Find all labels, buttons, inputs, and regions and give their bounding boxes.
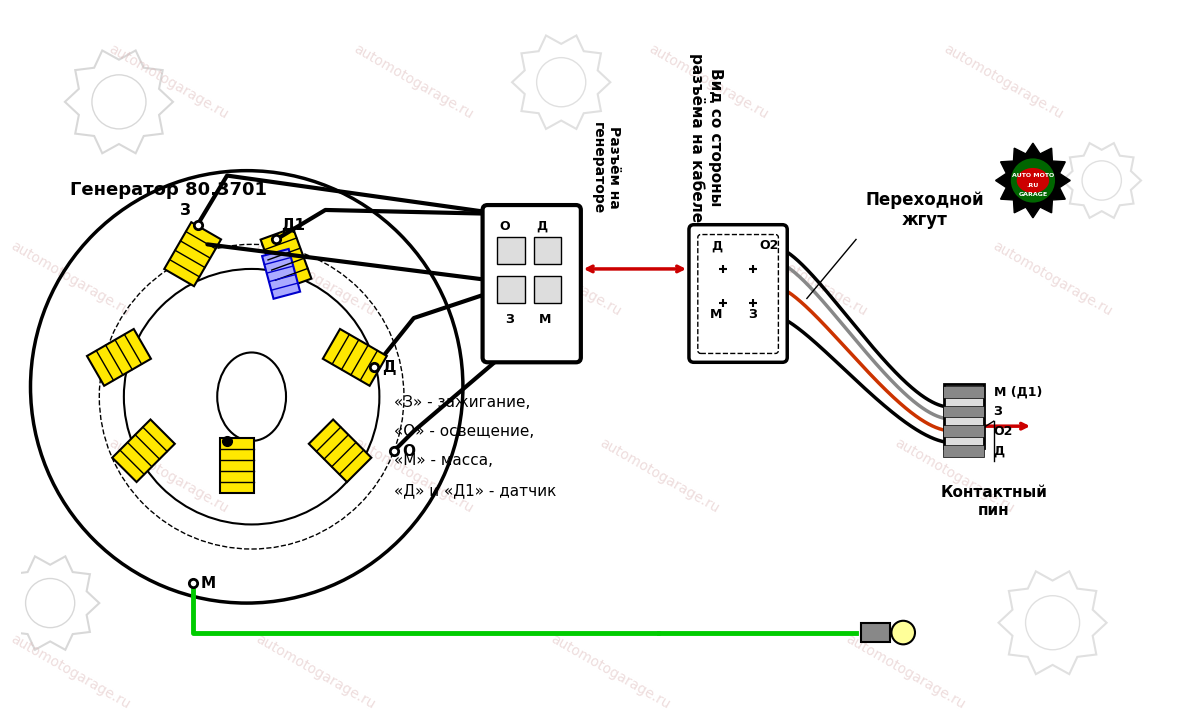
Text: З: З xyxy=(749,308,757,321)
Polygon shape xyxy=(308,419,371,482)
Text: automotogarage.ru: automotogarage.ru xyxy=(7,632,132,712)
Bar xyxy=(497,237,524,264)
Polygon shape xyxy=(164,222,221,286)
Text: О2: О2 xyxy=(994,424,1013,438)
Text: О: О xyxy=(499,220,510,233)
Text: automotogarage.ru: automotogarage.ru xyxy=(352,42,476,122)
Text: automotogarage.ru: automotogarage.ru xyxy=(990,239,1115,319)
Text: automotogarage.ru: automotogarage.ru xyxy=(253,239,378,319)
Text: Д: Д xyxy=(994,444,1004,457)
Polygon shape xyxy=(323,329,386,386)
Polygon shape xyxy=(262,249,300,298)
Bar xyxy=(497,276,524,304)
Text: О2: О2 xyxy=(760,240,779,253)
Text: Д1: Д1 xyxy=(281,218,305,233)
Text: automotogarage.ru: automotogarage.ru xyxy=(647,42,770,122)
Text: «З» - зажигание,: «З» - зажигание, xyxy=(394,395,530,410)
Bar xyxy=(942,386,984,397)
Text: automotogarage.ru: automotogarage.ru xyxy=(499,239,623,319)
Polygon shape xyxy=(86,329,151,386)
Text: automotogarage.ru: automotogarage.ru xyxy=(548,632,672,712)
Text: automotogarage.ru: automotogarage.ru xyxy=(352,435,476,515)
FancyBboxPatch shape xyxy=(689,225,787,363)
Text: Д: Д xyxy=(536,220,547,233)
Text: Разъём на
генераторе: Разъём на генераторе xyxy=(590,122,620,214)
Text: GARAGE: GARAGE xyxy=(1019,191,1048,197)
Polygon shape xyxy=(220,438,254,493)
Text: automotogarage.ru: automotogarage.ru xyxy=(106,42,230,122)
Text: «Д» и «Д1» - датчик: «Д» и «Д1» - датчик xyxy=(394,483,557,498)
Circle shape xyxy=(892,621,914,644)
Bar xyxy=(534,237,562,264)
Text: М (Д1): М (Д1) xyxy=(994,385,1042,398)
Text: Генератор 80.3701: Генератор 80.3701 xyxy=(70,181,266,199)
Text: З: З xyxy=(505,313,515,326)
Text: automotogarage.ru: automotogarage.ru xyxy=(941,42,1066,122)
Text: «О» - освещение,: «О» - освещение, xyxy=(394,424,534,439)
Text: automotogarage.ru: automotogarage.ru xyxy=(598,435,721,515)
Polygon shape xyxy=(113,419,175,482)
Polygon shape xyxy=(996,143,1070,218)
Bar xyxy=(860,622,890,642)
Text: М: М xyxy=(200,577,216,591)
Text: «М» - масса,: «М» - масса, xyxy=(394,454,493,469)
Text: automotogarage.ru: automotogarage.ru xyxy=(7,239,132,319)
Text: М: М xyxy=(710,308,722,321)
Text: automotogarage.ru: automotogarage.ru xyxy=(745,239,869,319)
Text: Д: Д xyxy=(710,240,722,253)
Text: automotogarage.ru: automotogarage.ru xyxy=(106,435,230,515)
Bar xyxy=(944,384,984,448)
Bar xyxy=(942,405,984,417)
Bar xyxy=(534,276,562,304)
Bar xyxy=(942,425,984,437)
Text: AUTO MOTO: AUTO MOTO xyxy=(1012,173,1054,178)
Text: automotogarage.ru: automotogarage.ru xyxy=(892,435,1016,515)
Text: М: М xyxy=(539,313,552,326)
Text: З: З xyxy=(994,405,1002,418)
Circle shape xyxy=(1010,159,1055,202)
FancyBboxPatch shape xyxy=(482,205,581,363)
Text: З: З xyxy=(180,203,191,218)
Text: automotogarage.ru: automotogarage.ru xyxy=(253,632,378,712)
Text: Вид со стороны
разъёма на кабеле: Вид со стороны разъёма на кабеле xyxy=(689,52,722,222)
Text: Контактный
пин: Контактный пин xyxy=(940,485,1048,518)
Text: Переходной
жгут: Переходной жгут xyxy=(865,191,984,229)
Bar xyxy=(942,445,984,456)
Text: О: О xyxy=(402,443,415,459)
Text: Д: Д xyxy=(383,360,396,375)
Ellipse shape xyxy=(1016,168,1049,193)
Polygon shape xyxy=(260,228,312,290)
Text: .RU: .RU xyxy=(1027,183,1039,188)
Text: automotogarage.ru: automotogarage.ru xyxy=(842,632,967,712)
